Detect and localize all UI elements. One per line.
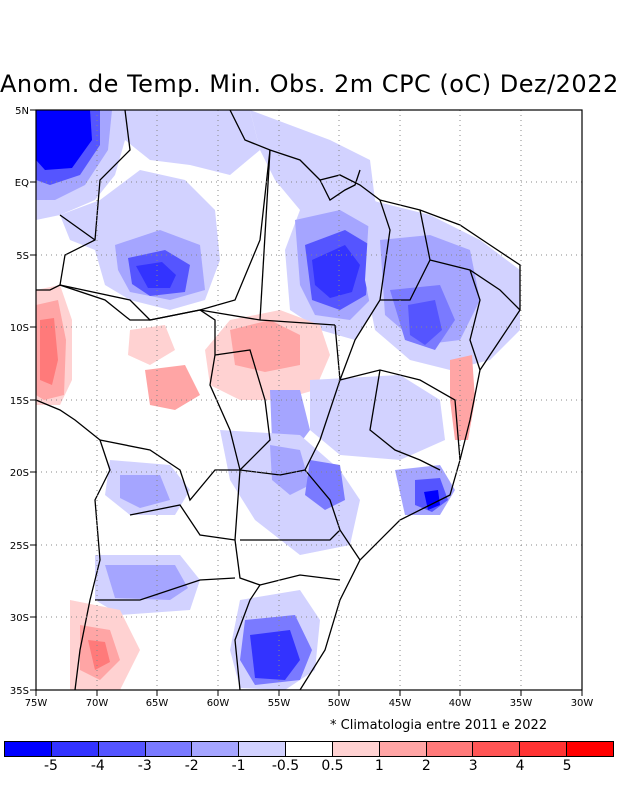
lon-label: 45W xyxy=(389,698,412,709)
map-title: Anom. de Temp. Min. Obs. 2m CPC (oC) Dez… xyxy=(0,70,618,98)
legend-swatch xyxy=(5,742,52,756)
lat-label: 5S xyxy=(16,251,29,262)
longitude-labels: 75W 70W 65W 60W 55W 50W 45W 40W 35W 30W xyxy=(25,698,594,709)
legend-label: -5 xyxy=(43,758,58,774)
axis-ticks xyxy=(30,109,583,696)
lat-label: 20S xyxy=(10,468,29,479)
legend-label: 4 xyxy=(515,758,525,774)
legend-swatch xyxy=(145,742,193,756)
lon-label: 70W xyxy=(86,698,109,709)
lon-label: 40W xyxy=(449,698,472,709)
boundaries xyxy=(36,110,521,690)
legend-label: 5 xyxy=(562,758,572,774)
lat-label: 5N xyxy=(15,106,29,117)
lon-label: 30W xyxy=(571,698,594,709)
legend-swatch xyxy=(567,742,613,756)
legend-swatch xyxy=(98,742,146,756)
legend-swatch xyxy=(286,742,333,756)
lon-label: 60W xyxy=(207,698,230,709)
anomaly-shading xyxy=(36,110,582,690)
lat-label: 30S xyxy=(10,613,29,624)
legend-swatch xyxy=(473,742,521,756)
legend-swatch xyxy=(426,742,474,756)
legend-swatch xyxy=(379,742,427,756)
grid xyxy=(36,110,582,690)
legend-swatch xyxy=(51,742,99,756)
legend-label: 3 xyxy=(468,758,478,774)
legend-label: 1 xyxy=(374,758,384,774)
color-legend xyxy=(4,741,614,757)
climatology-note: * Climatologia entre 2011 e 2022 xyxy=(330,718,548,733)
lon-label: 50W xyxy=(328,698,351,709)
lat-label: EQ xyxy=(15,178,29,189)
legend-label: -0.5 xyxy=(271,758,300,774)
lon-label: 35W xyxy=(510,698,533,709)
legend-label: 2 xyxy=(421,758,431,774)
legend-label: -4 xyxy=(90,758,105,774)
legend-label: -2 xyxy=(184,758,199,774)
legend-label: 0.5 xyxy=(321,758,344,774)
lon-label: 55W xyxy=(268,698,291,709)
legend-swatch xyxy=(239,742,287,756)
lon-label: 65W xyxy=(146,698,169,709)
legend-swatch xyxy=(520,742,568,756)
latitude-labels: 5N EQ 5S 10S 15S 20S 25S 30S 35S xyxy=(10,106,29,697)
lat-label: 15S xyxy=(10,396,29,407)
lat-label: 10S xyxy=(10,323,29,334)
legend-label: -1 xyxy=(231,758,246,774)
legend-label: -3 xyxy=(137,758,152,774)
legend-swatch xyxy=(192,742,240,756)
lat-label: 25S xyxy=(10,541,29,552)
lon-label: 75W xyxy=(25,698,48,709)
lat-label: 35S xyxy=(10,686,29,697)
legend-swatch xyxy=(332,742,380,756)
